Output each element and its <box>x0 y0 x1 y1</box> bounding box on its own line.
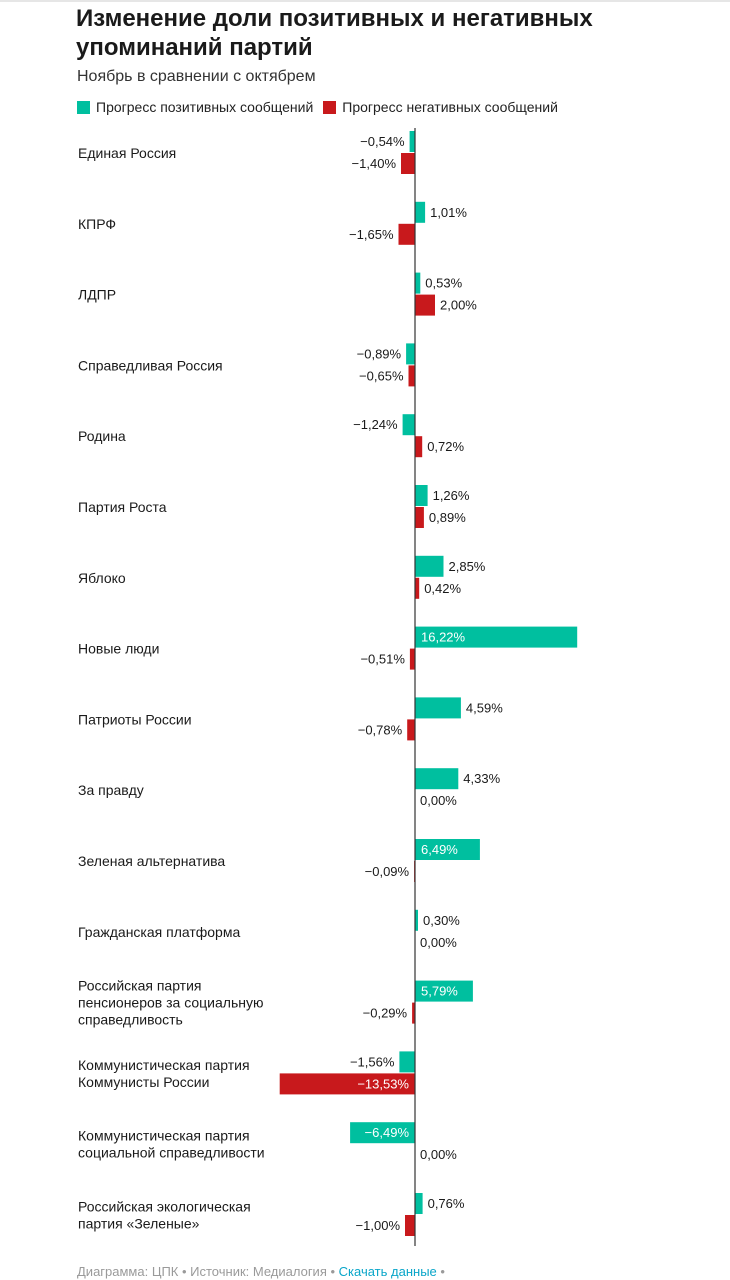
data-label-positive: 16,22% <box>421 630 466 645</box>
bar-negative <box>415 294 435 316</box>
legend-swatch-negative <box>323 100 337 114</box>
data-label-negative: −0,65% <box>359 368 404 383</box>
bar-negative <box>415 577 420 599</box>
top-divider <box>0 0 730 2</box>
bar-positive <box>415 626 578 648</box>
data-label-positive: 4,33% <box>463 771 500 786</box>
category-label: Российская экологическая партия «Зеленые» <box>78 1199 251 1232</box>
legend: Прогресс позитивных сообщений Прогресс н… <box>77 99 568 115</box>
data-label-positive: −0,89% <box>357 346 402 361</box>
bar-negative <box>407 719 415 741</box>
legend-item-negative: Прогресс негативных сообщений <box>323 99 558 115</box>
category-label: Родина <box>78 428 126 444</box>
category-label: ЛДПР <box>78 287 116 303</box>
data-label-negative: −0,29% <box>363 1006 408 1021</box>
data-label-negative: −13,53% <box>357 1076 409 1091</box>
bar-positive <box>402 414 415 436</box>
footer-separator: • <box>326 1264 339 1279</box>
bar-positive <box>406 343 415 365</box>
bar-negative <box>409 648 415 670</box>
data-label-positive: 5,79% <box>421 984 458 999</box>
data-label-positive: 0,53% <box>425 276 462 291</box>
data-label-positive: −6,49% <box>365 1125 410 1140</box>
data-label-negative: 0,00% <box>420 935 457 950</box>
data-label-positive: 2,85% <box>449 559 486 574</box>
bar-positive <box>415 1193 423 1214</box>
data-label-negative: 0,00% <box>420 793 457 808</box>
data-label-positive: −0,54% <box>360 134 405 149</box>
category-label: Справедливая Россия <box>78 357 223 373</box>
footer-separator: • <box>178 1264 191 1279</box>
bar-negative <box>415 436 423 458</box>
category-label: Коммунистическая партия социальной справе… <box>78 1128 265 1161</box>
category-label: Российская партия пенсионеров за социальн… <box>78 978 263 1028</box>
category-label: КПРФ <box>78 216 116 232</box>
data-label-negative: 0,72% <box>427 439 464 454</box>
category-label: Новые люди <box>78 641 159 657</box>
category-label: За правду <box>78 782 144 798</box>
legend-swatch-positive <box>77 100 90 114</box>
chart-subtitle: Ноябрь в сравнении с октябрем <box>77 68 316 85</box>
data-label-negative: 0,00% <box>420 1147 457 1162</box>
bar-positive <box>415 980 473 1002</box>
bar-negative <box>412 1002 415 1024</box>
bar-positive <box>415 201 426 223</box>
data-label-negative: −0,09% <box>365 864 410 879</box>
data-label-positive: 6,49% <box>421 842 458 857</box>
footer-credit: Диаграмма: ЦПК <box>77 1264 179 1279</box>
legend-label-positive: Прогресс позитивных сообщений <box>96 99 314 115</box>
bar-negative <box>405 1215 415 1236</box>
bar-positive <box>415 697 461 719</box>
category-label: Патриоты России <box>78 711 192 727</box>
bar-positive <box>415 839 480 860</box>
data-label-positive: 1,26% <box>433 488 470 503</box>
footer: Диаграмма: ЦПК • Источник: Медиалогия • … <box>77 1264 445 1279</box>
bar-positive <box>415 485 428 506</box>
bar-positive <box>415 555 444 577</box>
data-label-positive: 0,30% <box>423 913 460 928</box>
data-label-positive: 1,01% <box>430 205 467 220</box>
category-label: Единая Россия <box>78 145 176 161</box>
data-label-negative: 2,00% <box>440 298 477 313</box>
data-label-positive: 0,76% <box>428 1196 465 1211</box>
bar-positive <box>350 1122 415 1144</box>
data-label-negative: −1,40% <box>352 156 397 171</box>
category-label: Коммунистическая партия Коммунисты России <box>78 1057 250 1090</box>
bar-negative <box>401 153 415 174</box>
category-label: Яблоко <box>78 570 126 586</box>
bar-positive <box>409 131 415 152</box>
data-label-negative: 0,42% <box>424 581 461 596</box>
legend-item-positive: Прогресс позитивных сообщений <box>77 99 313 115</box>
download-data-link[interactable]: Скачать данные <box>338 1264 437 1279</box>
category-label: Гражданская платформа <box>78 924 240 940</box>
data-label-negative: −1,65% <box>349 227 394 242</box>
bar-negative <box>279 1073 415 1095</box>
data-label-negative: 0,89% <box>429 510 466 525</box>
category-label: Партия Роста <box>78 499 167 515</box>
bar-positive <box>415 272 421 294</box>
data-label-positive: 4,59% <box>466 700 503 715</box>
data-label-negative: −1,00% <box>356 1218 401 1233</box>
footer-trail: • <box>436 1264 445 1279</box>
data-label-positive: −1,56% <box>350 1054 395 1069</box>
chart-title: Изменение доли позитивных и негативных у… <box>76 5 593 61</box>
bar-negative <box>415 507 424 528</box>
bar-positive <box>415 909 418 931</box>
bar-negative <box>408 365 415 387</box>
legend-label-negative: Прогресс негативных сообщений <box>342 99 558 115</box>
data-label-positive: −1,24% <box>353 417 398 432</box>
category-label: Зеленая альтернатива <box>78 853 225 869</box>
data-label-negative: −0,78% <box>358 722 403 737</box>
bar-negative <box>398 223 415 245</box>
data-label-negative: −0,51% <box>360 652 405 667</box>
footer-source: Источник: Медиалогия <box>190 1264 327 1279</box>
bar-positive <box>415 768 459 790</box>
bar-positive <box>399 1051 415 1073</box>
